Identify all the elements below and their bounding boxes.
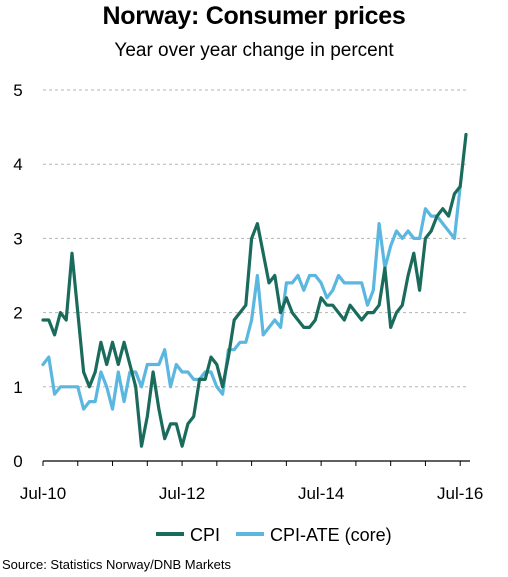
x-tick-label: Jul-12: [159, 484, 205, 503]
y-tick-label: 1: [13, 378, 22, 397]
x-tick-label: Jul-16: [437, 484, 483, 503]
y-tick-label: 4: [13, 155, 22, 174]
grid-lines: [43, 89, 466, 388]
x-tick-label: Jul-10: [20, 484, 66, 503]
legend-label-cpi: CPI: [190, 525, 220, 545]
y-tick-label: 2: [13, 304, 22, 323]
source-note: Source: Statistics Norway/DNB Markets: [2, 557, 232, 572]
legend: CPI CPI-ATE (core): [156, 525, 392, 545]
chart-title: Norway: Consumer prices: [102, 2, 406, 30]
y-tick-label: 3: [13, 229, 22, 248]
legend-label-core: CPI-ATE (core): [270, 525, 392, 545]
series-lines: [41, 132, 468, 448]
series-line-cpi: [41, 132, 468, 448]
x-tick-label: Jul-14: [298, 484, 344, 503]
axes: [42, 460, 470, 466]
y-axis-ticks: 0 1 2 3 4 5: [13, 81, 22, 471]
series-line-cpi-ate: [41, 184, 462, 411]
y-tick-label: 5: [13, 81, 22, 100]
x-axis-ticks: Jul-10 Jul-12 Jul-14 Jul-16: [20, 484, 484, 503]
chart-subtitle: Year over year change in percent: [114, 40, 394, 61]
y-tick-label: 0: [13, 452, 22, 471]
